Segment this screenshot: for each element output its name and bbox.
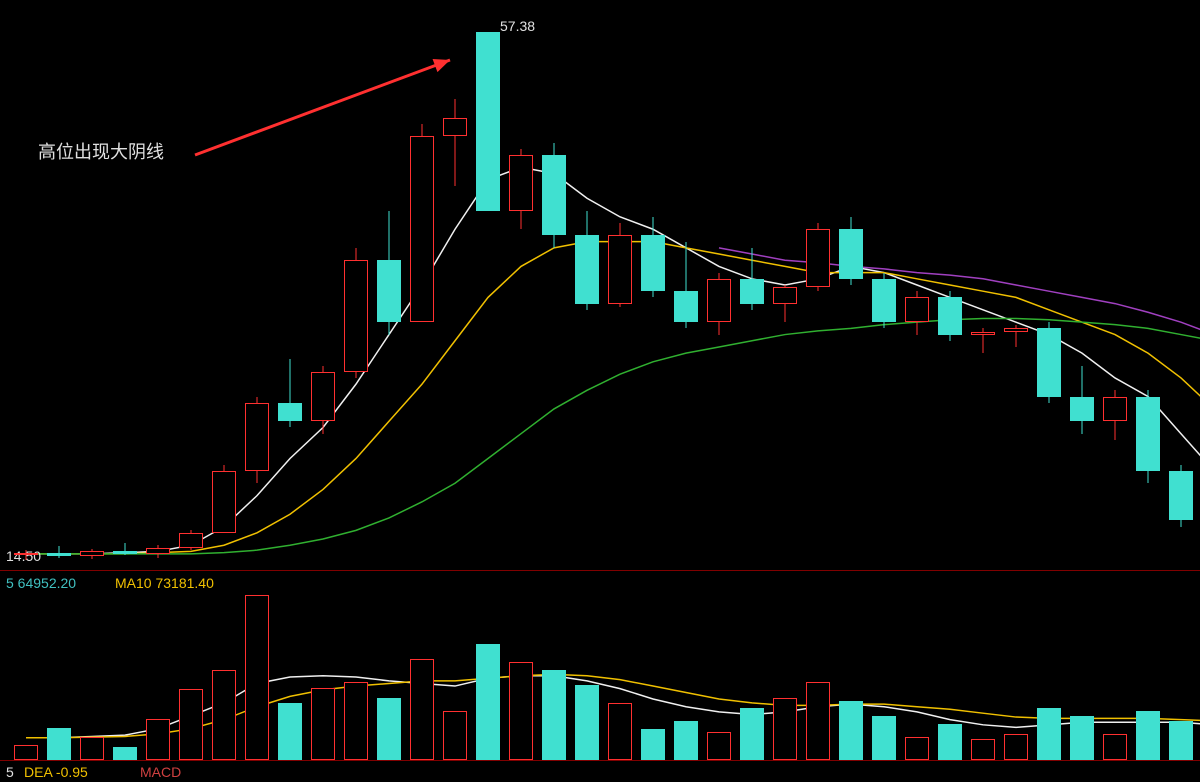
volume-panel[interactable]: 5 64952.20 MA10 73181.40 xyxy=(0,570,1200,760)
volume-bar[interactable] xyxy=(872,716,896,760)
candle-bar[interactable] xyxy=(1004,325,1028,347)
candle-bar[interactable] xyxy=(1169,465,1193,527)
candle-bar[interactable] xyxy=(971,328,995,353)
candle-bar[interactable] xyxy=(344,248,368,378)
volume-bar[interactable] xyxy=(278,703,302,760)
volume-bar[interactable] xyxy=(1004,734,1028,760)
volume-bar[interactable] xyxy=(971,739,995,760)
volume-bar[interactable] xyxy=(608,703,632,760)
candle-bar[interactable] xyxy=(47,546,71,557)
volume-ma5-label: 5 64952.20 xyxy=(6,575,76,591)
candle-bar[interactable] xyxy=(146,545,170,557)
volume-bar[interactable] xyxy=(443,711,467,760)
volume-bar[interactable] xyxy=(113,747,137,760)
volume-bar[interactable] xyxy=(575,685,599,760)
volume-bar[interactable] xyxy=(311,688,335,760)
annotation-text: 高位出现大阴线 xyxy=(38,138,164,164)
volume-bar[interactable] xyxy=(509,662,533,760)
candle-bar[interactable] xyxy=(311,366,335,434)
volume-bar[interactable] xyxy=(47,728,71,760)
candle-bar[interactable] xyxy=(410,124,434,322)
volume-bar[interactable] xyxy=(1037,708,1061,760)
volume-bar[interactable] xyxy=(14,745,38,761)
volume-bar[interactable] xyxy=(1169,721,1193,760)
volume-bar[interactable] xyxy=(1136,711,1160,760)
candle-bar[interactable] xyxy=(113,543,137,555)
candle-bar[interactable] xyxy=(245,397,269,484)
volume-ma10-label: MA10 73181.40 xyxy=(115,575,214,591)
candle-bar[interactable] xyxy=(839,217,863,285)
macd-panel[interactable]: 5 DEA -0.95 MACD xyxy=(0,760,1200,782)
volume-bar[interactable] xyxy=(377,698,401,760)
candle-bar[interactable] xyxy=(905,291,929,334)
candle-bar[interactable] xyxy=(443,99,467,186)
volume-bar[interactable] xyxy=(674,721,698,760)
price-overlay-svg xyxy=(0,0,1200,570)
candle-bar[interactable] xyxy=(80,549,104,559)
candle-bar[interactable] xyxy=(476,32,500,210)
candle-bar[interactable] xyxy=(179,530,203,550)
volume-bar[interactable] xyxy=(1103,734,1127,760)
candle-bar[interactable] xyxy=(509,149,533,230)
volume-bar[interactable] xyxy=(80,737,104,760)
volume-bar[interactable] xyxy=(641,729,665,760)
candle-bar[interactable] xyxy=(542,143,566,248)
candle-bar[interactable] xyxy=(1136,390,1160,483)
candle-bar[interactable] xyxy=(212,465,236,533)
volume-bar[interactable] xyxy=(773,698,797,760)
candle-bar[interactable] xyxy=(278,359,302,427)
volume-bar[interactable] xyxy=(476,644,500,760)
price-panel[interactable]: 57.38 14.50 高位出现大阴线 xyxy=(0,0,1200,570)
volume-bar[interactable] xyxy=(806,682,830,760)
candle-bar[interactable] xyxy=(707,273,731,335)
volume-bar[interactable] xyxy=(839,701,863,760)
candle-bar[interactable] xyxy=(806,223,830,291)
footer-dea-label: DEA -0.95 xyxy=(24,764,88,780)
stock-chart: 57.38 14.50 高位出现大阴线 5 64952.20 MA10 7318… xyxy=(0,0,1200,782)
volume-bar[interactable] xyxy=(212,670,236,760)
candle-bar[interactable] xyxy=(1070,366,1094,434)
footer-dif-label: 5 xyxy=(6,764,14,780)
candle-bar[interactable] xyxy=(1037,322,1061,403)
candle-bar[interactable] xyxy=(872,273,896,329)
volume-bar[interactable] xyxy=(905,737,929,760)
volume-bar[interactable] xyxy=(410,659,434,760)
candle-bar[interactable] xyxy=(1103,390,1127,440)
volume-bar[interactable] xyxy=(707,732,731,760)
candle-bar[interactable] xyxy=(938,291,962,341)
volume-bar[interactable] xyxy=(542,670,566,760)
price-high-label: 57.38 xyxy=(500,18,535,34)
volume-bar[interactable] xyxy=(938,724,962,760)
candle-bar[interactable] xyxy=(377,211,401,335)
candle-bar[interactable] xyxy=(740,248,764,310)
volume-bar[interactable] xyxy=(245,595,269,760)
candle-bar[interactable] xyxy=(575,211,599,310)
volume-bar[interactable] xyxy=(740,708,764,760)
volume-bar[interactable] xyxy=(344,682,368,760)
candle-bar[interactable] xyxy=(641,217,665,298)
volume-bar[interactable] xyxy=(179,689,203,760)
footer-macd-label: MACD xyxy=(140,764,181,780)
candle-bar[interactable] xyxy=(674,242,698,329)
candle-bar[interactable] xyxy=(608,223,632,307)
candle-bar[interactable] xyxy=(14,550,38,560)
volume-bar[interactable] xyxy=(1070,716,1094,760)
candle-bar[interactable] xyxy=(773,285,797,322)
volume-bar[interactable] xyxy=(146,719,170,760)
